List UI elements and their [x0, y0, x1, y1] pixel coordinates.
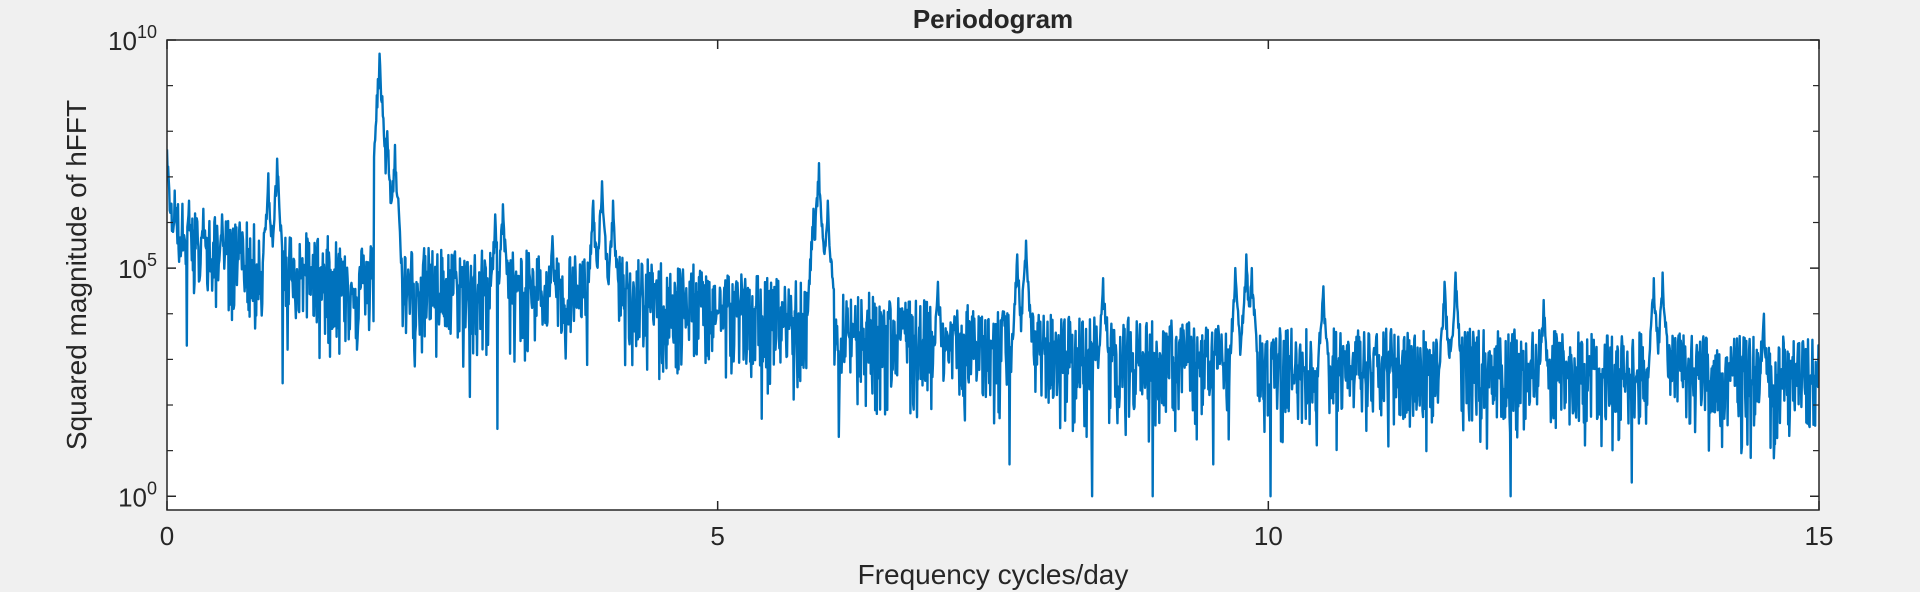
y-tick-label: 105	[118, 250, 157, 284]
chart-title: Periodogram	[913, 4, 1073, 34]
x-tick-label: 15	[1805, 521, 1834, 551]
y-tick-label: 100	[118, 478, 157, 512]
x-axis-label: Frequency cycles/day	[858, 559, 1129, 590]
y-tick-label: 1010	[108, 22, 157, 56]
axes-box	[166, 39, 1820, 511]
x-tick-label: 10	[1254, 521, 1283, 551]
plot-area	[167, 40, 1819, 510]
x-tick-label: 5	[710, 521, 724, 551]
tick-layer: 0 5 10 15 100 105 1010	[108, 22, 1833, 551]
periodogram-line	[167, 52, 1819, 498]
y-axis-label: Squared magnitude of hFFT	[61, 100, 92, 450]
x-tick-label: 0	[160, 521, 174, 551]
series-layer	[167, 52, 1819, 498]
